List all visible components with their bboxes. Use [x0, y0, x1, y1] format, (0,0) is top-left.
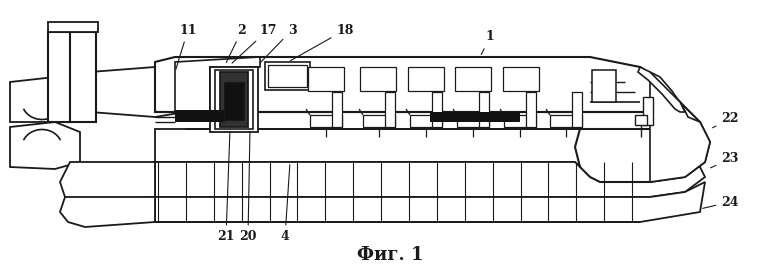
Text: 23: 23: [711, 153, 739, 168]
Bar: [408, 67, 444, 91]
Bar: [455, 67, 491, 91]
Bar: [224, 82, 244, 120]
Bar: [332, 92, 342, 127]
Bar: [48, 32, 70, 122]
Bar: [265, 62, 310, 90]
Text: Фиг. 1: Фиг. 1: [356, 246, 424, 264]
Bar: [503, 67, 539, 91]
Text: 20: 20: [239, 132, 257, 243]
Polygon shape: [638, 67, 685, 112]
Bar: [215, 70, 253, 129]
Bar: [175, 110, 225, 122]
Polygon shape: [155, 57, 685, 112]
Bar: [363, 115, 395, 127]
Polygon shape: [575, 67, 710, 182]
Bar: [643, 97, 653, 125]
Bar: [410, 115, 442, 127]
Bar: [310, 115, 342, 127]
Polygon shape: [10, 122, 80, 169]
Polygon shape: [650, 72, 710, 182]
Text: 22: 22: [712, 112, 739, 128]
Text: 4: 4: [281, 165, 290, 243]
Polygon shape: [175, 57, 260, 112]
Polygon shape: [155, 129, 700, 167]
Bar: [220, 72, 248, 127]
Bar: [635, 115, 647, 125]
Bar: [550, 115, 582, 127]
Text: 11: 11: [176, 24, 197, 69]
Text: 17: 17: [232, 24, 277, 63]
Bar: [68, 32, 96, 122]
Polygon shape: [60, 162, 155, 202]
Bar: [268, 65, 307, 87]
Bar: [504, 115, 536, 127]
Bar: [308, 67, 344, 91]
Polygon shape: [60, 197, 155, 227]
Bar: [457, 115, 489, 127]
Bar: [430, 112, 520, 122]
Polygon shape: [155, 162, 705, 197]
Polygon shape: [10, 77, 80, 122]
Bar: [360, 67, 396, 91]
Bar: [572, 92, 582, 127]
Bar: [48, 22, 98, 32]
Text: 21: 21: [218, 132, 235, 243]
Bar: [526, 92, 536, 127]
Bar: [210, 67, 258, 132]
Bar: [385, 92, 395, 127]
Bar: [432, 92, 442, 127]
Bar: [592, 70, 616, 102]
Text: 2: 2: [226, 24, 246, 63]
Bar: [479, 92, 489, 127]
Polygon shape: [155, 182, 705, 222]
Text: 3: 3: [260, 24, 296, 63]
Text: 18: 18: [290, 24, 353, 61]
Polygon shape: [80, 67, 185, 117]
Text: 24: 24: [703, 196, 739, 209]
Text: 1: 1: [481, 30, 495, 55]
